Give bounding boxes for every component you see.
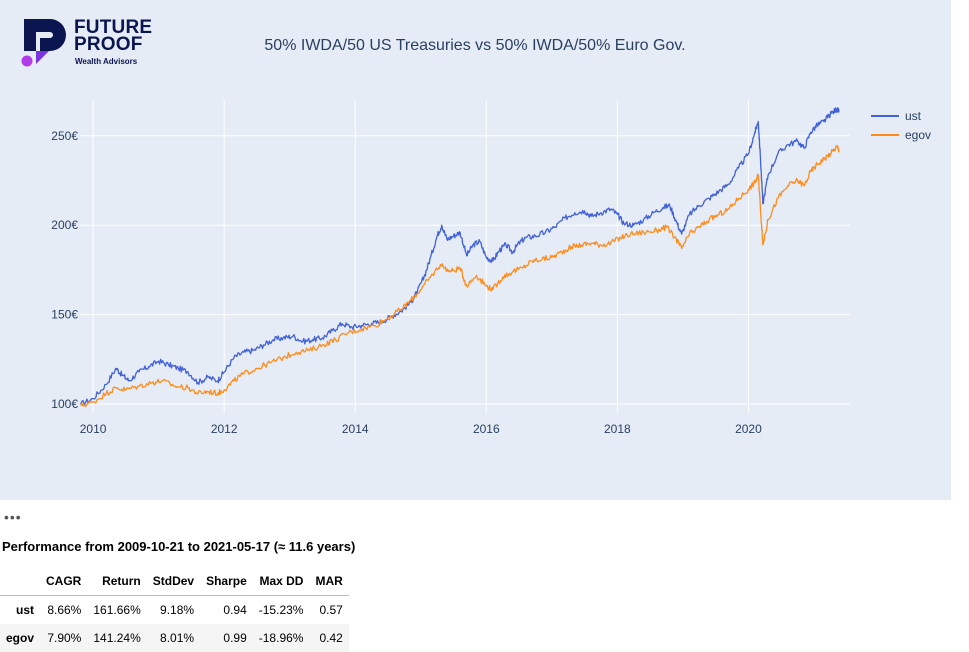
- cell-sharpe: 0.94: [223, 603, 247, 617]
- logo-text-proof: PROOF: [74, 34, 143, 55]
- table-row: ust 8.66% 161.66% 9.18% 0.94 -15.23% 0.5…: [0, 596, 349, 625]
- logo-subtitle: Wealth Advisors: [75, 57, 138, 66]
- legend-label-ust: ust: [905, 109, 922, 123]
- y-tick-label: 200€: [51, 218, 78, 232]
- series-line-egov: [80, 145, 840, 408]
- cell-max-dd: -18.96%: [258, 631, 304, 645]
- cell-mar: 0.42: [319, 631, 343, 645]
- header-return: Return: [87, 567, 147, 596]
- cell-stddev: 9.18%: [160, 603, 195, 617]
- more-options-icon[interactable]: •••: [4, 509, 22, 525]
- x-tick-label: 2018: [604, 422, 631, 436]
- chart-panel: 2010 2012 2014 2016 2018 2020 100€ 150€ 200€ 250€…: [0, 0, 951, 500]
- logo-mark-icon: [21, 19, 66, 67]
- header-max-dd: Max DD: [252, 567, 310, 596]
- performance-title: Performance from 2009-10-21 to 2021-05-1…: [2, 539, 356, 554]
- cell-cagr: 7.90%: [47, 631, 82, 645]
- line-chart: 2010 2012 2014 2016 2018 2020 100€ 150€ 200€ 250€…: [51, 37, 931, 436]
- row-label: ust: [16, 603, 35, 617]
- performance-table: CAGR Return StdDev Sharpe Max DD MAR ust…: [0, 567, 349, 652]
- x-tick-label: 2020: [735, 422, 762, 436]
- header-cagr: CAGR: [40, 567, 88, 596]
- header-sharpe: Sharpe: [200, 567, 253, 596]
- legend-label-egov: egov: [905, 128, 931, 142]
- x-tick-label: 2016: [473, 422, 500, 436]
- cell-cagr: 8.66%: [47, 603, 82, 617]
- header-mar: MAR: [309, 567, 349, 596]
- cell-stddev: 8.01%: [160, 631, 195, 645]
- cell-mar: 0.57: [319, 603, 343, 617]
- y-tick-label: 100€: [51, 397, 78, 411]
- table-row: egov 7.90% 141.24% 8.01% 0.99 -18.96% 0.…: [0, 624, 349, 652]
- cell-return: 161.66%: [93, 603, 141, 617]
- y-tick-label: 250€: [51, 129, 78, 143]
- cell-max-dd: -15.23%: [258, 603, 304, 617]
- row-label: egov: [6, 631, 35, 645]
- series-line-ust: [80, 107, 840, 406]
- grid-lines: [80, 100, 850, 413]
- header-stddev: StdDev: [146, 567, 201, 596]
- cell-return: 141.24%: [93, 631, 141, 645]
- series-lines: [80, 107, 840, 408]
- cell-sharpe: 0.99: [223, 631, 247, 645]
- axis-ticks: 2010 2012 2014 2016 2018 2020 100€ 150€ 200€ 250€: [51, 129, 762, 436]
- x-tick-label: 2010: [80, 422, 107, 436]
- logo-text-future: FUTURE: [74, 17, 153, 38]
- table-header-row: CAGR Return StdDev Sharpe Max DD MAR: [0, 567, 349, 596]
- future-proof-logo: FUTURE PROOF Wealth Advisors: [20, 16, 160, 72]
- x-tick-label: 2012: [211, 422, 238, 436]
- x-tick-label: 2014: [342, 422, 369, 436]
- legend[interactable]: ust egov: [871, 109, 931, 142]
- y-tick-label: 150€: [51, 308, 78, 322]
- chart-title: 50% IWDA/50 US Treasuries vs 50% IWDA/50…: [264, 37, 685, 54]
- header-corner: [0, 567, 41, 596]
